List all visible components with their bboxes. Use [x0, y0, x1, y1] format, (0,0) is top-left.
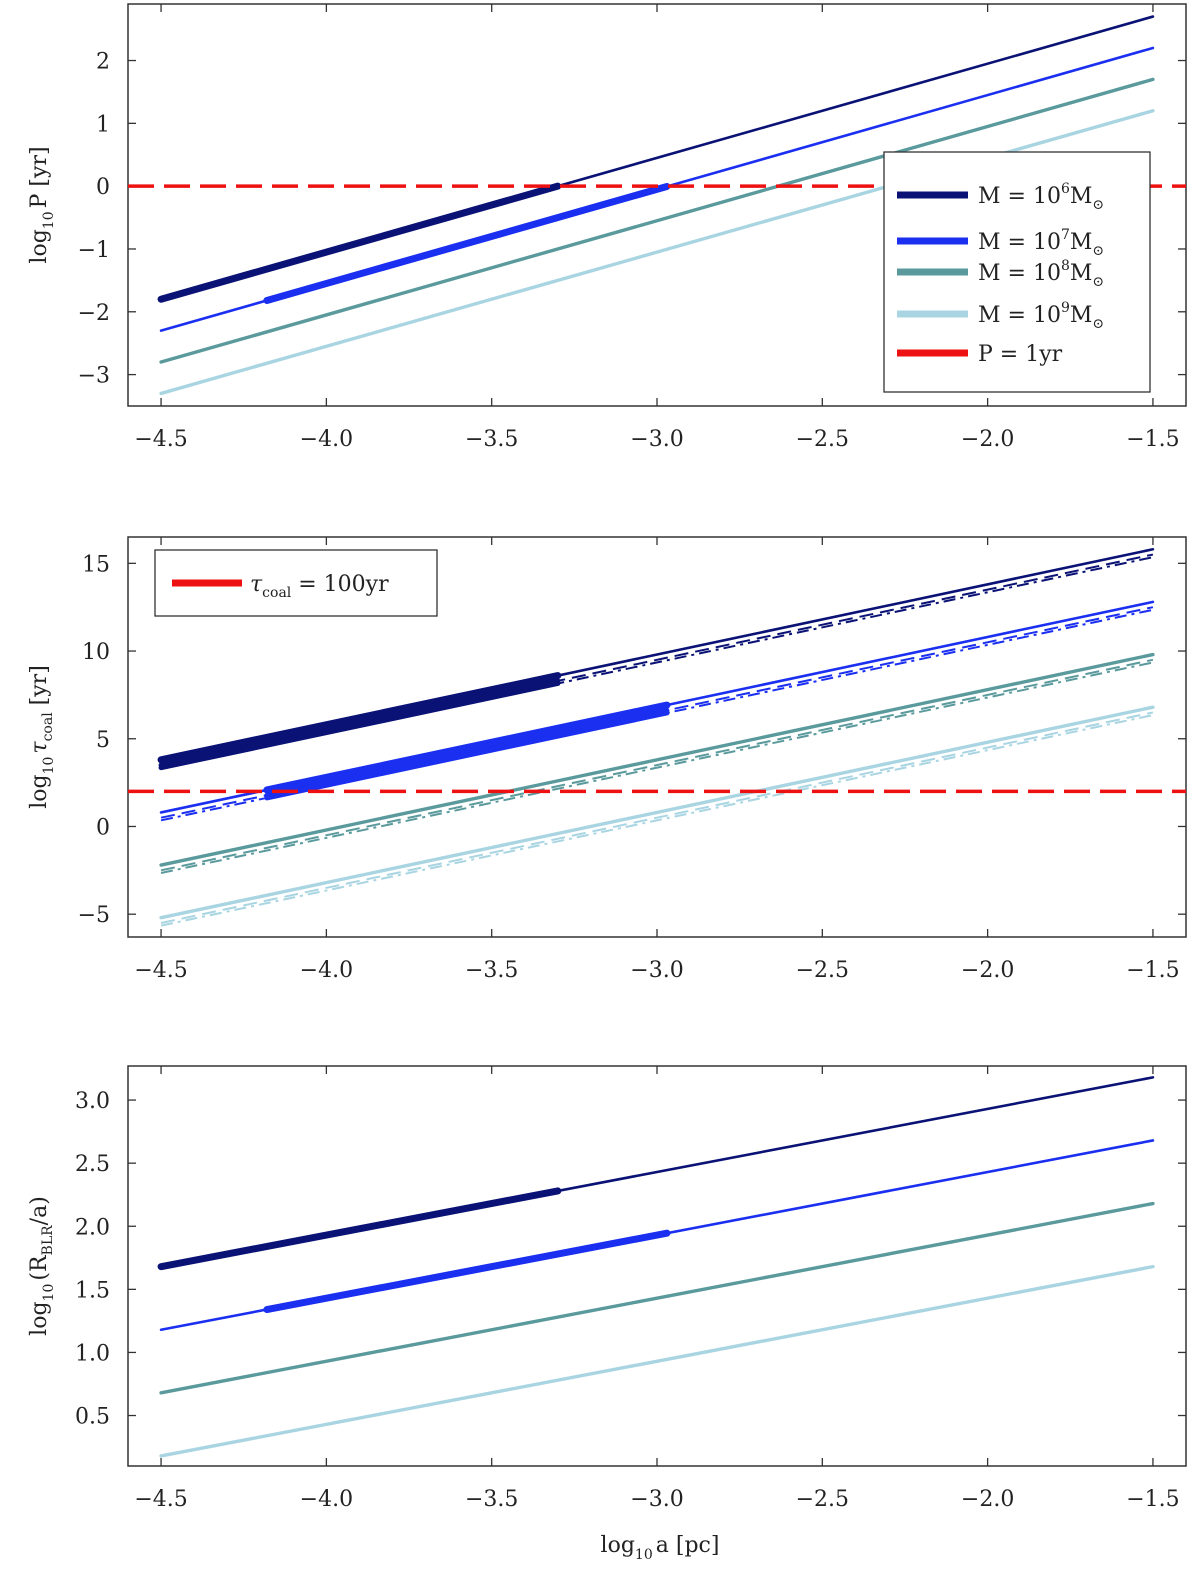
y-tick-label: 3.0 — [75, 1089, 110, 1114]
y-tick-label: 0 — [96, 815, 110, 840]
x-tick-label: −1.5 — [1126, 427, 1179, 452]
y-tick-label: 10 — [82, 640, 110, 665]
series-layer — [157, 547, 1155, 927]
x-tick-label: −4.0 — [300, 1487, 353, 1512]
tick-group: −4.5 −4.0 −3.5 −3.0 −2.5 −2.0 −1.5 0.5 1.0 1.5 2.0… — [75, 1066, 1186, 1512]
x-tick-label: −2.0 — [961, 427, 1014, 452]
legend-item-p1yr: P = 1yr — [897, 342, 1063, 367]
series-m7-thick-segment — [263, 1229, 671, 1314]
legend-item-m9: M = 109M⊙ — [897, 300, 1104, 332]
series-m6-thick-companion — [158, 678, 561, 768]
x-tick-label: −4.5 — [134, 958, 187, 983]
legend-label-m6: M = 106M⊙ — [978, 181, 1104, 213]
x-tick-label: −4.0 — [300, 427, 353, 452]
x-tick-label: −2.5 — [796, 427, 849, 452]
series-m7-thick-segment — [263, 182, 671, 304]
x-tick-label: −3.0 — [630, 1487, 683, 1512]
legend-item-m7: M = 107M⊙ — [897, 227, 1104, 259]
legend-label-p1yr: P = 1yr — [978, 342, 1063, 367]
series-layer — [157, 1076, 1155, 1458]
y-tick-label: −1 — [78, 238, 110, 263]
x-tick-label: −4.0 — [300, 958, 353, 983]
y-tick-label: 1 — [96, 112, 110, 137]
legend-item-m8: M = 108M⊙ — [897, 258, 1104, 290]
y-tick-label: 2.5 — [75, 1152, 110, 1177]
y-tick-label: 5 — [96, 728, 110, 753]
x-tick-label: −1.5 — [1126, 1487, 1179, 1512]
series-m7-thick-segment — [263, 701, 671, 794]
series-m6-thick-segment — [157, 672, 562, 764]
series-m9-line — [159, 705, 1155, 920]
legend: τcoal = 100yr — [154, 549, 438, 617]
y-axis-label: log10(RBLR/a) — [27, 1196, 57, 1336]
series-m7-thick-companion — [264, 707, 670, 798]
y-tick-label: 2.0 — [75, 1215, 110, 1240]
x-tick-label: −3.0 — [630, 958, 683, 983]
y-axis-label: log10τcoal [yr] — [27, 665, 57, 809]
blr-ratio-panel: −4.5 −4.0 −3.5 −3.0 −2.5 −2.0 −1.5 0.5 1.0 1.5 2.0… — [27, 1065, 1187, 1563]
y-tick-label: 2 — [96, 50, 110, 75]
x-tick-label: −2.0 — [961, 1487, 1014, 1512]
y-tick-label: −5 — [78, 903, 110, 928]
series-m9-dashdot-line — [160, 714, 1154, 927]
series-m8-line — [159, 1201, 1155, 1395]
series-m9-line — [159, 1264, 1155, 1458]
y-tick-label: −3 — [78, 364, 110, 389]
legend-label-m9: M = 109M⊙ — [978, 300, 1104, 332]
x-tick-label: −2.5 — [796, 1487, 849, 1512]
series-m9-dashed-line — [160, 711, 1154, 924]
series-m6-thick-companion — [158, 680, 561, 771]
period-panel: −4.5 −4.0 −3.5 −3.0 −2.5 −2.0 −1.5 −3 −2 −1 0 1 2 lo… — [27, 3, 1187, 452]
legend-label-tau-coal: τcoal = 100yr — [250, 572, 389, 601]
series-m8-dashdot-line — [160, 661, 1154, 874]
y-tick-label: 1.0 — [75, 1341, 110, 1366]
legend-label-m7: M = 107M⊙ — [978, 227, 1104, 259]
legend-label-m8: M = 108M⊙ — [978, 258, 1104, 290]
x-tick-label: −4.5 — [134, 427, 187, 452]
y-tick-label: 15 — [82, 552, 110, 577]
tick-group: −4.5 −4.0 −3.5 −3.0 −2.5 −2.0 −1.5 −5 0 5 10 15 — [78, 537, 1186, 983]
x-tick-label: −2.0 — [961, 958, 1014, 983]
coalescence-panel: −4.5 −4.0 −3.5 −3.0 −2.5 −2.0 −1.5 −5 0 5 10 15 log… — [27, 536, 1187, 983]
y-tick-label: −2 — [78, 301, 110, 326]
tick-group: −4.5 −4.0 −3.5 −3.0 −2.5 −2.0 −1.5 −3 −2 −1 0 1 2 — [78, 4, 1186, 452]
series-m6-thick-segment — [157, 182, 562, 303]
legend: M = 106M⊙ M = 107M⊙ M = 108M⊙ M = 109M⊙ … — [883, 151, 1151, 393]
legend-item-m6: M = 106M⊙ — [897, 181, 1104, 213]
y-axis-label: log10P [yr] — [27, 146, 57, 263]
y-tick-label: 0 — [96, 175, 110, 200]
x-tick-label: −4.5 — [134, 1487, 187, 1512]
plot-frame — [127, 1065, 1187, 1467]
x-tick-label: −3.5 — [465, 958, 518, 983]
series-m8-line — [159, 77, 1155, 364]
x-tick-label: −3.5 — [465, 1487, 518, 1512]
series-m7-thick-companion — [264, 710, 670, 801]
series-m8-dashed-line — [160, 658, 1154, 872]
y-tick-label: 1.5 — [75, 1278, 110, 1303]
series-m6-thick-segment — [157, 1187, 562, 1271]
x-tick-label: −1.5 — [1126, 958, 1179, 983]
x-axis-label: log10 a [pc] — [601, 1533, 720, 1563]
x-tick-label: −3.5 — [465, 427, 518, 452]
x-tick-label: −3.0 — [630, 427, 683, 452]
series-m8-line — [159, 652, 1155, 867]
y-tick-label: 0.5 — [75, 1405, 110, 1430]
x-tick-label: −2.5 — [796, 958, 849, 983]
